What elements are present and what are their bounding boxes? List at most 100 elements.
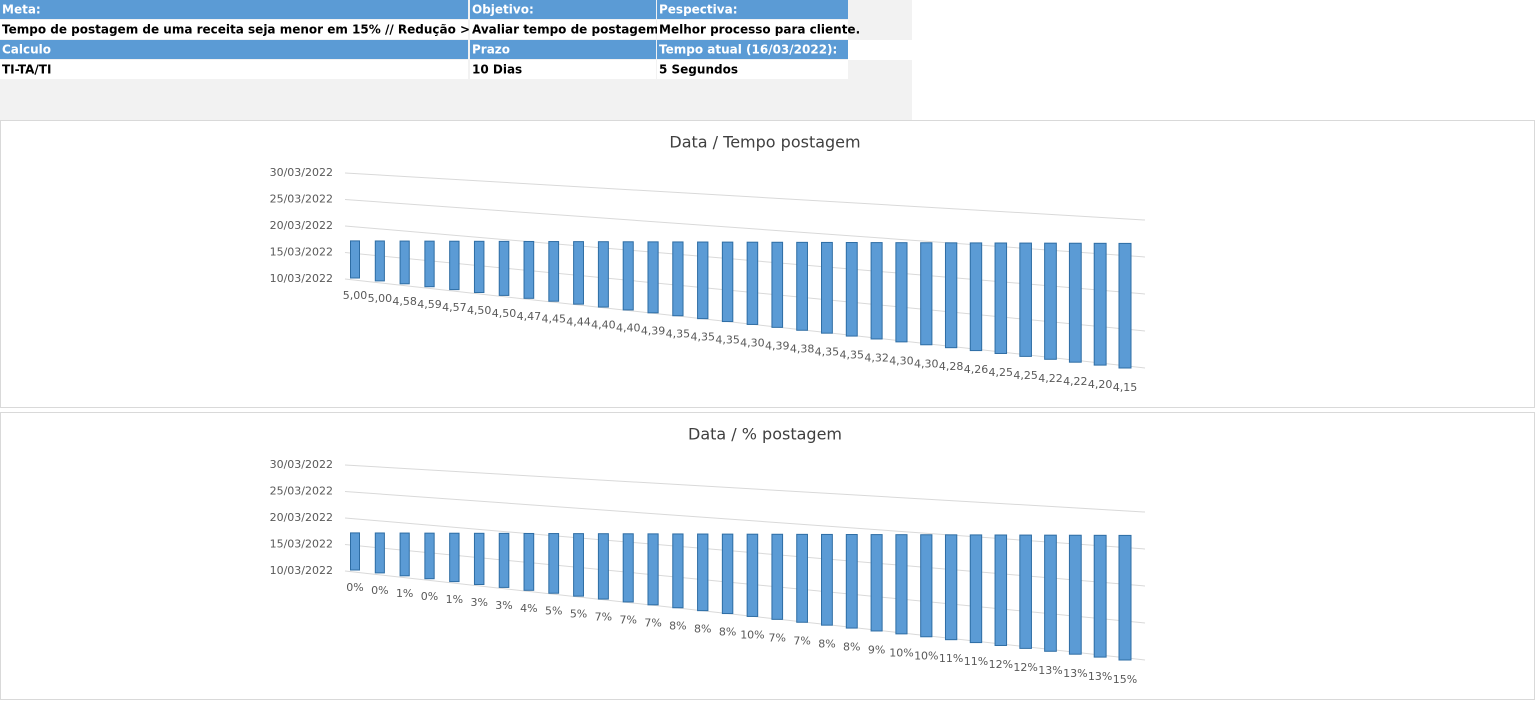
x-tick-label: 5% — [570, 608, 587, 621]
bar — [746, 241, 759, 325]
x-tick-label: 4,28 — [939, 360, 964, 373]
table-header: Calculo — [2, 43, 51, 57]
bar — [771, 241, 784, 328]
x-tick-label: 4,45 — [541, 313, 566, 326]
bar — [498, 240, 510, 296]
x-tick-label: 4,44 — [566, 316, 591, 329]
table-cell — [657, 0, 848, 19]
bar — [573, 241, 584, 305]
x-tick-label: 4,57 — [442, 301, 467, 314]
chart-title: Data / % postagem — [688, 425, 842, 444]
x-tick-label: 13% — [1088, 670, 1112, 683]
bar — [449, 240, 460, 291]
x-tick-label: 10% — [914, 649, 938, 662]
bar — [399, 240, 410, 285]
x-tick-label: 4,35 — [715, 334, 740, 347]
bar — [697, 241, 709, 320]
x-tick-label: 1% — [446, 593, 463, 606]
y-tick-label: 25/03/2022 — [270, 485, 333, 498]
table-cell — [470, 20, 656, 39]
x-tick-label: 7% — [644, 617, 661, 630]
chart-title: Data / Tempo postagem — [669, 133, 860, 152]
bar — [672, 533, 684, 609]
bar — [449, 532, 460, 583]
table: Meta: Objetivo: Pespectiva: Tempo de postag… — [0, 0, 860, 79]
x-tick-label: 4,35 — [666, 328, 691, 341]
bar — [473, 532, 485, 586]
table-cell — [470, 40, 656, 59]
bar — [424, 532, 435, 580]
bar — [721, 241, 734, 323]
bar — [721, 533, 734, 615]
x-tick-label: 4,50 — [492, 307, 517, 320]
table-cell — [0, 60, 468, 79]
bar — [622, 241, 634, 311]
bar — [821, 241, 833, 334]
table-header: Meta: — [2, 3, 41, 17]
bar — [944, 242, 958, 349]
grid-line — [344, 517, 1146, 587]
bar — [697, 533, 709, 612]
table-header: Tempo atual (16/03/2022): — [659, 43, 837, 57]
bar — [845, 242, 858, 337]
bar — [597, 533, 609, 600]
bar — [1118, 534, 1132, 661]
x-tick-label: 3% — [495, 599, 512, 612]
table-text: Tempo de postagem de uma receita seja me… — [2, 23, 509, 37]
x-tick-label: 0% — [421, 590, 438, 603]
x-tick-label: 0% — [346, 581, 363, 594]
bar — [672, 241, 684, 317]
bar — [1068, 534, 1082, 655]
bar — [969, 242, 983, 352]
bar — [1044, 534, 1057, 652]
x-tick-label: 1% — [396, 587, 413, 600]
chart-frame — [0, 412, 1535, 700]
x-tick-label: 4,39 — [641, 325, 666, 338]
x-tick-label: 9% — [868, 643, 885, 656]
x-tick-label: 4,40 — [591, 319, 616, 332]
table-header: Objetivo: — [472, 3, 534, 17]
bar — [994, 242, 1008, 354]
bar — [597, 241, 609, 308]
bar — [1019, 534, 1032, 649]
charts: Data / Tempo postagem 10/03/2022 15/03/202… — [270, 133, 1146, 686]
x-tick-label: 11% — [964, 655, 988, 668]
bar — [796, 241, 808, 331]
bar — [895, 534, 908, 635]
x-tick-label: 8% — [694, 623, 711, 636]
y-tick-label: 30/03/2022 — [270, 458, 333, 471]
bar — [1093, 242, 1107, 366]
grid-line — [344, 199, 1146, 258]
bar — [1093, 534, 1107, 658]
y-tick-label: 15/03/2022 — [270, 246, 333, 259]
table-cell — [657, 20, 848, 39]
grid-line — [344, 225, 1146, 295]
x-tick-label: 13% — [1063, 667, 1087, 680]
x-tick-label: 12% — [1013, 661, 1037, 674]
table-text: 10 Dias — [472, 63, 522, 77]
x-tick-label: 3% — [470, 596, 487, 609]
bar — [870, 242, 883, 340]
y-tick-label: 20/03/2022 — [270, 511, 333, 524]
x-tick-label: 4,32 — [864, 351, 889, 364]
x-tick-label: 10% — [740, 628, 764, 641]
y-tick-label: 15/03/2022 — [270, 538, 333, 551]
x-tick-label: 4,25 — [1013, 369, 1038, 382]
x-tick-label: 4,39 — [765, 339, 790, 352]
x-tick-label: 5,00 — [343, 289, 368, 302]
x-tick-label: 0% — [371, 584, 388, 597]
table-cell — [0, 0, 468, 19]
x-tick-label: 4,59 — [417, 298, 442, 311]
grid-line — [344, 491, 1146, 550]
bar — [548, 533, 560, 594]
table-text: Melhor processo para cliente. — [659, 23, 860, 37]
x-tick-label: 15% — [1113, 673, 1137, 686]
y-tick-label: 20/03/2022 — [270, 219, 333, 232]
table-cell — [0, 20, 468, 39]
bar — [1118, 242, 1132, 369]
bar — [994, 534, 1008, 646]
x-tick-label: 4,26 — [964, 363, 989, 376]
table-cell — [657, 60, 848, 79]
bar — [573, 533, 584, 597]
x-tick-label: 4,58 — [392, 295, 417, 308]
